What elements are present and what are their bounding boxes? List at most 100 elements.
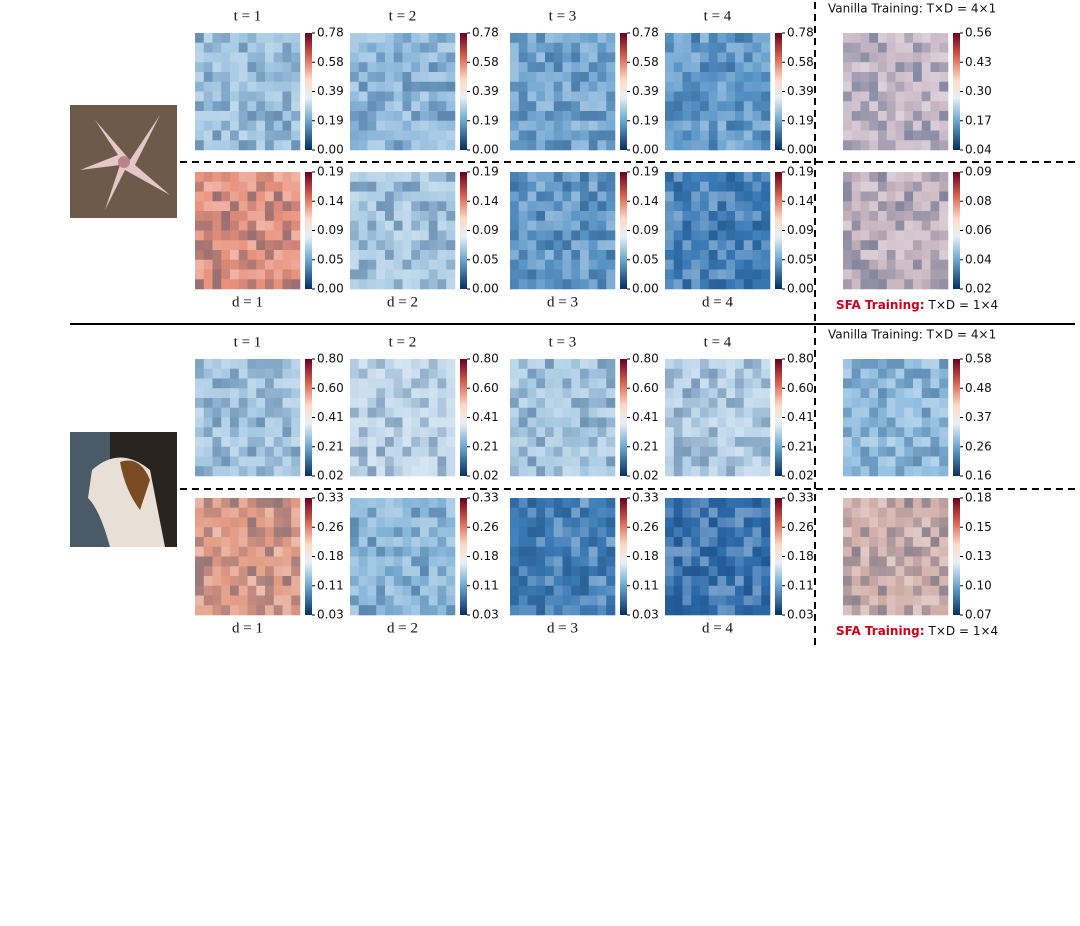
heatmap-cell bbox=[886, 437, 896, 448]
heatmap-cell bbox=[385, 378, 395, 389]
heatmap-cell bbox=[510, 595, 520, 606]
heatmap-cell bbox=[230, 81, 240, 92]
heatmap bbox=[665, 172, 771, 290]
heatmap-cell bbox=[518, 91, 528, 102]
heatmap-cell bbox=[761, 240, 771, 251]
heatmap-cell bbox=[597, 181, 607, 192]
heatmap-cell bbox=[682, 130, 692, 141]
heatmap-cell bbox=[536, 417, 546, 428]
heatmap-cell bbox=[376, 498, 386, 509]
heatmap-cell bbox=[851, 546, 861, 557]
heatmap-cell bbox=[536, 437, 546, 448]
heatmap-cell bbox=[761, 546, 771, 557]
heatmap-cell bbox=[606, 556, 616, 567]
heatmap-cell bbox=[886, 417, 896, 428]
heatmap-cell bbox=[527, 33, 537, 44]
heatmap-cell bbox=[545, 546, 555, 557]
heatmap-cell bbox=[350, 378, 360, 389]
heatmap-cell bbox=[230, 417, 240, 428]
heatmap-cell bbox=[743, 211, 753, 222]
heatmap-cell bbox=[385, 368, 395, 379]
heatmap-cell bbox=[588, 446, 598, 457]
heatmap-cell bbox=[597, 140, 607, 151]
heatmap-cell bbox=[545, 62, 555, 73]
heatmap-cell bbox=[752, 250, 762, 261]
heatmap-cell bbox=[385, 427, 395, 438]
heatmap-cell bbox=[735, 191, 745, 202]
colorbar bbox=[775, 359, 782, 476]
heatmap-cell bbox=[904, 576, 914, 587]
heatmap-cell bbox=[761, 378, 771, 389]
heatmap-cell bbox=[913, 566, 923, 577]
heatmap-cell bbox=[930, 456, 940, 467]
heatmap-cell bbox=[358, 556, 368, 567]
heatmap-cell bbox=[385, 240, 395, 251]
heatmap-cell bbox=[580, 398, 590, 409]
colorbar-label: 0.78 bbox=[632, 26, 659, 40]
panel-label: d = 3 bbox=[547, 620, 578, 636]
heatmap-cell bbox=[230, 466, 240, 477]
heatmap-cell bbox=[665, 81, 675, 92]
colorbar-label: 0.60 bbox=[317, 381, 344, 395]
heatmap-cell bbox=[580, 181, 590, 192]
heatmap-cell bbox=[921, 230, 931, 241]
heatmap-cell bbox=[904, 537, 914, 548]
heatmap-cell bbox=[428, 269, 438, 280]
colorbar-label: 0.00 bbox=[787, 282, 814, 296]
heatmap-cell bbox=[886, 359, 896, 370]
heatmap-cell bbox=[708, 181, 718, 192]
heatmap-cell bbox=[553, 181, 563, 192]
heatmap-cell bbox=[726, 566, 736, 577]
heatmap-cell bbox=[735, 359, 745, 370]
heatmap-cell bbox=[571, 62, 581, 73]
heatmap-cell bbox=[869, 191, 879, 202]
heatmap-cell bbox=[212, 172, 222, 183]
heatmap-cell bbox=[420, 388, 430, 399]
heatmap-cell bbox=[350, 101, 360, 112]
heatmap-cell bbox=[291, 585, 301, 596]
heatmap-cell bbox=[708, 546, 718, 557]
heatmap-cell bbox=[221, 407, 231, 418]
heatmap-cell bbox=[735, 466, 745, 477]
heatmap-cell bbox=[545, 191, 555, 202]
heatmap-cell bbox=[904, 120, 914, 131]
heatmap-cell bbox=[717, 111, 727, 122]
heatmap-cell bbox=[221, 498, 231, 509]
heatmap-cell bbox=[385, 220, 395, 231]
heatmap-cell bbox=[562, 359, 572, 370]
heatmap-cell bbox=[743, 517, 753, 528]
heatmap-cell bbox=[411, 269, 421, 280]
heatmap-cell bbox=[930, 91, 940, 102]
heatmap-cell bbox=[545, 398, 555, 409]
heatmap-cell bbox=[553, 498, 563, 509]
heatmap-cell bbox=[930, 517, 940, 528]
colorbar bbox=[305, 33, 312, 150]
heatmap-cell bbox=[597, 595, 607, 606]
heatmap-cell bbox=[350, 605, 360, 616]
heatmap-cell bbox=[195, 427, 205, 438]
heatmap-cell bbox=[385, 101, 395, 112]
heatmap-cell bbox=[265, 378, 275, 389]
heatmap-cell bbox=[437, 240, 447, 251]
heatmap-cell bbox=[665, 91, 675, 102]
heatmap-cell bbox=[221, 279, 231, 290]
heatmap-cell bbox=[376, 62, 386, 73]
heatmap-cell bbox=[691, 576, 701, 587]
heatmap-cell bbox=[588, 91, 598, 102]
heatmap-cell bbox=[930, 201, 940, 212]
heatmap-cell bbox=[212, 279, 222, 290]
heatmap-cell bbox=[665, 211, 675, 222]
heatmap-cell bbox=[195, 507, 205, 518]
heatmap-cell bbox=[221, 359, 231, 370]
heatmap-cell bbox=[700, 605, 710, 616]
heatmap-cell bbox=[256, 456, 266, 467]
heatmap-cell bbox=[446, 388, 456, 399]
heatmap-cell bbox=[518, 181, 528, 192]
heatmap-cell bbox=[761, 140, 771, 151]
heatmap-cell bbox=[265, 240, 275, 251]
heatmap-cell bbox=[562, 240, 572, 251]
heatmap-cell bbox=[545, 378, 555, 389]
heatmap-cell bbox=[860, 62, 870, 73]
heatmap-cell bbox=[878, 595, 888, 606]
heatmap-cell bbox=[708, 62, 718, 73]
